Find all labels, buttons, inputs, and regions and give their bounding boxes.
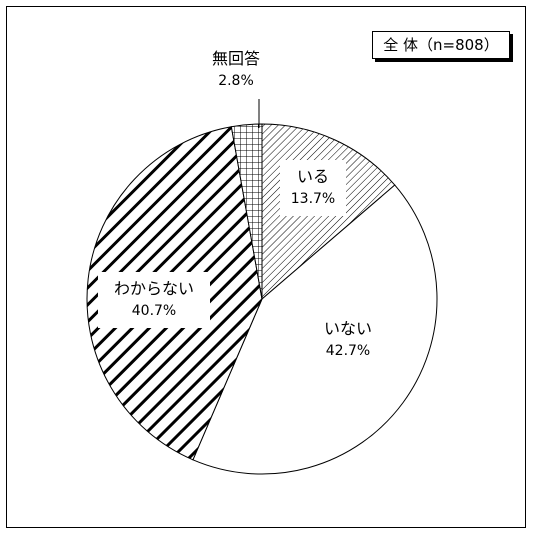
slice-name-iru: いる <box>296 167 329 186</box>
sample-size-badge: 全 体（n=808） <box>372 31 510 59</box>
slice-label-wakaranai: わからない 40.7% <box>98 272 210 328</box>
slice-name-inai: いない <box>323 319 372 338</box>
slice-name-wakaranai: わからない <box>113 279 194 298</box>
pie-slice-inai <box>192 184 438 475</box>
slice-value-no-answer: 2.8% <box>218 73 254 89</box>
pie-slice-no-answer <box>230 123 263 300</box>
slice-value-iru: 13.7% <box>290 191 336 207</box>
slice-value-wakaranai: 40.7% <box>131 303 177 319</box>
slice-name-no-answer: 無回答 <box>211 49 260 68</box>
slice-value-inai: 42.7% <box>325 343 371 359</box>
slice-label-inai: いない 42.7% <box>308 318 388 362</box>
slice-label-iru: いる 13.7% <box>280 160 346 216</box>
slice-label-no-answer: 無回答 2.8% <box>206 48 266 92</box>
